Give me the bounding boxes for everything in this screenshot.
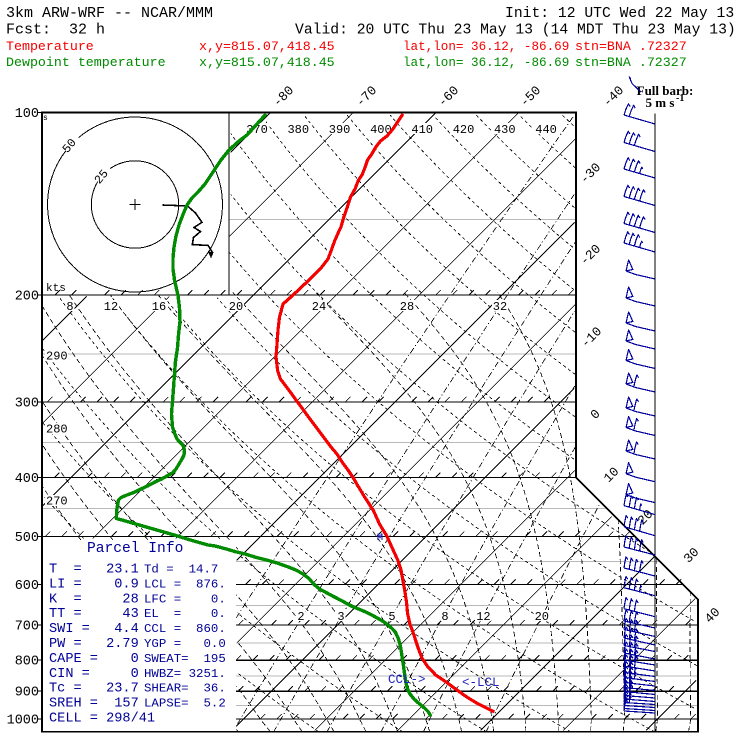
svg-text:380: 380: [287, 123, 309, 137]
svg-text:x,y=815.07,418.45: x,y=815.07,418.45: [199, 39, 335, 54]
svg-text:LAPSE= 5.2: LAPSE= 5.2: [144, 697, 226, 711]
svg-text:M: M: [377, 533, 383, 544]
svg-text:1000: 1000: [7, 714, 39, 729]
svg-text:Full barb:: Full barb:: [637, 83, 694, 98]
svg-text:LFC = 0.: LFC = 0.: [144, 592, 226, 606]
svg-text:400: 400: [15, 472, 39, 487]
svg-text:kts: kts: [46, 283, 66, 295]
svg-text:lat,lon= 36.12, -86.69: lat,lon= 36.12, -86.69: [403, 56, 569, 70]
svg-text:YGP = 0.0: YGP = 0.0: [144, 637, 226, 651]
svg-text:-1: -1: [676, 93, 684, 104]
svg-text:TT = 43: TT = 43: [49, 607, 139, 622]
svg-text:410: 410: [411, 123, 433, 137]
svg-text:8: 8: [66, 300, 73, 314]
svg-text:270: 270: [46, 495, 68, 509]
svg-text:K = 28: K = 28: [49, 592, 139, 607]
svg-text:<-LCL: <-LCL: [462, 676, 500, 690]
svg-text:5: 5: [388, 610, 395, 624]
svg-text:stn=BNA .72327: stn=BNA .72327: [575, 55, 687, 70]
svg-text:Td = 14.7: Td = 14.7: [144, 563, 218, 577]
svg-text:200: 200: [15, 290, 39, 305]
svg-text:Tc = 23.7: Tc = 23.7: [49, 682, 139, 697]
svg-text:32: 32: [493, 300, 507, 314]
svg-text:3: 3: [337, 610, 344, 624]
svg-text:12: 12: [104, 300, 118, 314]
svg-text:420: 420: [453, 123, 475, 137]
svg-text:T = 23.1: T = 23.1: [49, 563, 139, 578]
svg-text:20: 20: [535, 610, 549, 624]
svg-text:Valid: 20 UTC Thu 23 May 13 (1: Valid: 20 UTC Thu 23 May 13 (14 MDT Thu …: [295, 23, 736, 39]
svg-text:28: 28: [400, 300, 414, 314]
svg-text:stn=BNA .72327: stn=BNA .72327: [575, 39, 687, 54]
svg-text:x,y=815.07,418.45: x,y=815.07,418.45: [199, 55, 335, 70]
svg-text:300: 300: [15, 396, 39, 411]
svg-text:12: 12: [476, 610, 490, 624]
svg-text:16: 16: [152, 300, 166, 314]
svg-text:3km ARW-WRF -- NCAR/MMM: 3km ARW-WRF -- NCAR/MMM: [6, 5, 213, 22]
svg-text:100: 100: [15, 107, 39, 122]
svg-text:600: 600: [15, 579, 39, 594]
svg-text:Fcst: 32 h: Fcst: 32 h: [6, 22, 105, 39]
svg-text:280: 280: [46, 423, 68, 437]
svg-text:Init: 12 UTC Wed 22 May 13: Init: 12 UTC Wed 22 May 13: [505, 6, 734, 22]
svg-text:EL = 0.: EL = 0.: [144, 607, 226, 621]
svg-text:s: s: [43, 114, 48, 123]
svg-text:CCL->: CCL->: [388, 673, 426, 687]
svg-text:800: 800: [15, 655, 39, 670]
svg-text:SWI = 4.4: SWI = 4.4: [49, 622, 139, 637]
svg-text:LCL = 876.: LCL = 876.: [144, 577, 226, 591]
svg-text:370: 370: [246, 123, 268, 137]
svg-text:20: 20: [229, 300, 243, 314]
svg-text:CCL = 860.: CCL = 860.: [144, 622, 226, 636]
svg-text:SHEAR= 36.: SHEAR= 36.: [144, 682, 226, 696]
svg-text:lat,lon= 36.12, -86.69: lat,lon= 36.12, -86.69: [403, 40, 569, 54]
svg-text:24: 24: [312, 300, 326, 314]
svg-text:CIN = 0: CIN = 0: [49, 667, 139, 682]
svg-text:700: 700: [15, 620, 39, 635]
svg-text:HWBZ= 3251.: HWBZ= 3251.: [144, 667, 226, 681]
svg-text:290: 290: [46, 350, 68, 364]
svg-text:440: 440: [535, 123, 557, 137]
svg-text:CELL = 298/41: CELL = 298/41: [49, 712, 155, 727]
svg-text:Temperature: Temperature: [6, 39, 94, 54]
svg-text:900: 900: [15, 686, 39, 701]
svg-text:400: 400: [370, 123, 392, 137]
svg-text:LI = 0.9: LI = 0.9: [49, 577, 139, 592]
svg-text:Parcel Info: Parcel Info: [87, 541, 183, 557]
svg-text:8: 8: [441, 610, 448, 624]
svg-text:Dewpoint temperature: Dewpoint temperature: [6, 55, 166, 70]
svg-text:390: 390: [329, 123, 351, 137]
svg-text:SWEAT= 195: SWEAT= 195: [144, 652, 226, 666]
svg-text:5 m s: 5 m s: [646, 95, 675, 110]
svg-text:PW = 2.79: PW = 2.79: [49, 637, 139, 652]
svg-text:CAPE = 0: CAPE = 0: [49, 652, 139, 667]
svg-text:2: 2: [297, 610, 304, 624]
svg-text:430: 430: [494, 123, 516, 137]
svg-text:500: 500: [15, 531, 39, 546]
svg-text:SREH = 157: SREH = 157: [49, 697, 139, 712]
